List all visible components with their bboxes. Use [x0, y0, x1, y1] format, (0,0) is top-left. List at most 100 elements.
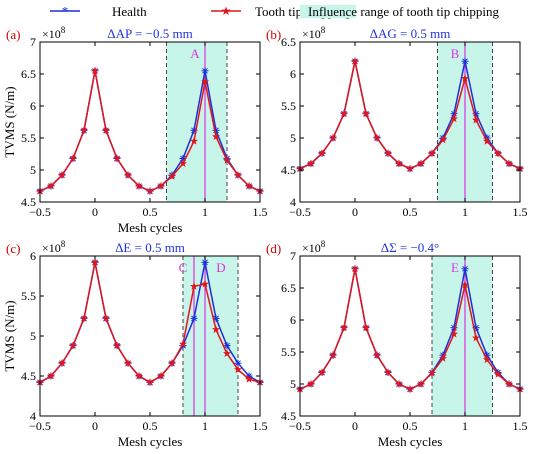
data-point-health — [190, 314, 198, 322]
data-point-tooth-tip-chipping — [190, 282, 198, 290]
x-tick-label: 1.5 — [253, 419, 268, 433]
y-tick-label: 5.5 — [21, 289, 36, 303]
data-point-tooth-tip-chipping — [190, 137, 198, 145]
data-point-tooth-tip-chipping — [201, 279, 209, 288]
data-point-tooth-tip-chipping — [102, 126, 110, 134]
data-point-tooth-tip-chipping — [157, 371, 165, 380]
x-tick-label: 0.5 — [403, 205, 418, 219]
chart-panel-1: A −0.5 0 0.5 1 1.5 4.5 5 5.5 6 6.5 7 ×108 (a) ΔAP = −0… — [2, 25, 268, 235]
data-point-health — [223, 342, 231, 350]
influence-band — [183, 256, 238, 416]
panel-subtitle: ΔE = 0.5 mm — [115, 240, 185, 255]
data-point-tooth-tip-chipping — [69, 341, 77, 349]
x-tick-label: 1 — [462, 205, 468, 219]
asterisk-stroke — [202, 67, 208, 74]
data-point-tooth-tip-chipping — [428, 368, 436, 377]
y-tick-label: 4.5 — [281, 409, 296, 423]
data-point-tooth-tip-chipping — [483, 137, 491, 145]
data-point-tooth-tip-chipping — [58, 170, 66, 179]
y-tick-label: 7 — [290, 249, 296, 263]
data-point-tooth-tip-chipping — [417, 379, 425, 388]
data-point-tooth-tip-chipping — [113, 341, 121, 349]
data-point-health — [201, 67, 209, 75]
x-tick-label: 0 — [352, 205, 358, 219]
data-point-tooth-tip-chipping — [494, 149, 502, 157]
y-exponent-power: 8 — [61, 239, 66, 249]
data-point-tooth-tip-chipping — [406, 164, 414, 173]
data-point-tooth-tip-chipping — [212, 325, 220, 333]
panel-label: (a) — [6, 27, 20, 42]
data-point-tooth-tip-chipping — [47, 371, 55, 380]
asterisk-stroke — [235, 360, 241, 367]
data-point-tooth-tip-chipping — [351, 264, 359, 273]
data-point-tooth-tip-chipping — [146, 186, 154, 195]
data-point-tooth-tip-chipping — [362, 109, 370, 118]
x-axis-label: Mesh cycles — [118, 434, 183, 449]
data-point-tooth-tip-chipping — [135, 371, 143, 380]
data-point-tooth-tip-chipping — [91, 258, 99, 266]
x-tick-label: 0.5 — [403, 419, 418, 433]
data-point-tooth-tip-chipping — [179, 339, 187, 348]
data-point-tooth-tip-chipping — [373, 351, 381, 359]
x-tick-label: 1 — [202, 205, 208, 219]
y-tick-label: 4.5 — [281, 163, 296, 177]
data-point-tooth-tip-chipping — [384, 149, 392, 157]
y-tick-label: 4 — [290, 195, 296, 209]
y-tick-label: 6.5 — [281, 35, 296, 49]
data-point-tooth-tip-chipping — [417, 159, 425, 167]
legend-band-label: Influence range of tooth tip chipping — [308, 4, 499, 19]
data-point-health — [234, 359, 242, 367]
y-tick-label: 4.5 — [21, 195, 36, 209]
data-point-tooth-tip-chipping — [80, 126, 88, 134]
influence-band — [166, 42, 227, 202]
data-point-tooth-tip-chipping — [439, 135, 447, 144]
data-point-tooth-tip-chipping — [223, 349, 231, 357]
data-point-tooth-tip-chipping — [80, 314, 88, 322]
panel-subtitle: ΔΣ = −0.4° — [381, 240, 440, 255]
data-point-tooth-tip-chipping — [483, 355, 491, 364]
legend-health-label: Health — [112, 4, 147, 19]
panel-label: (c) — [6, 241, 20, 256]
data-point-tooth-tip-chipping — [340, 323, 348, 332]
marker-label-E: E — [451, 260, 459, 275]
data-point-tooth-tip-chipping — [135, 181, 143, 190]
x-tick-label: 1 — [462, 419, 468, 433]
y-tick-label: 5 — [290, 377, 296, 391]
data-point-tooth-tip-chipping — [307, 379, 315, 388]
asterisk-stroke — [224, 342, 230, 349]
x-tick-label: 1 — [202, 419, 208, 433]
data-point-tooth-tip-chipping — [102, 314, 110, 322]
x-tick-label: 0.5 — [143, 205, 158, 219]
y-tick-label: 5 — [290, 131, 296, 145]
asterisk-stroke — [462, 58, 468, 65]
legend-item-health: * Health — [50, 4, 147, 19]
y-exponent-label: ×108 — [302, 25, 326, 41]
data-point-tooth-tip-chipping — [494, 370, 502, 378]
data-point-tooth-tip-chipping — [318, 368, 326, 376]
y-tick-label: 6.5 — [281, 281, 296, 295]
y-exponent-label: ×108 — [302, 239, 326, 255]
legend-fault-marker: ★ — [221, 4, 232, 18]
data-point-tooth-tip-chipping — [245, 375, 253, 383]
x-tick-label: −0.5 — [29, 419, 51, 433]
y-tick-label: 4.5 — [21, 369, 36, 383]
data-point-tooth-tip-chipping — [168, 172, 176, 180]
y-tick-label: 4 — [30, 409, 36, 423]
data-point-tooth-tip-chipping — [461, 280, 469, 289]
data-point-tooth-tip-chipping — [340, 109, 348, 118]
data-point-tooth-tip-chipping — [113, 154, 121, 162]
x-tick-label: −0.5 — [289, 205, 311, 219]
data-point-tooth-tip-chipping — [58, 359, 66, 367]
data-point-health — [201, 258, 209, 266]
y-exponent-power: 8 — [61, 25, 66, 35]
data-point-tooth-tip-chipping — [234, 365, 242, 373]
data-point-tooth-tip-chipping — [124, 359, 132, 367]
legend-band-swatch — [300, 5, 356, 18]
data-point-tooth-tip-chipping — [69, 154, 77, 162]
chart-panel-4: E −0.5 0 0.5 1 1.5 4.5 5 5.5 6 6.5 7 ×108 (d) ΔΣ = −0.… — [266, 239, 528, 449]
y-exponent-label: ×108 — [42, 25, 66, 41]
data-point-tooth-tip-chipping — [318, 149, 326, 157]
x-tick-label: −0.5 — [289, 419, 311, 433]
asterisk-stroke — [202, 259, 208, 266]
data-point-tooth-tip-chipping — [307, 159, 315, 167]
